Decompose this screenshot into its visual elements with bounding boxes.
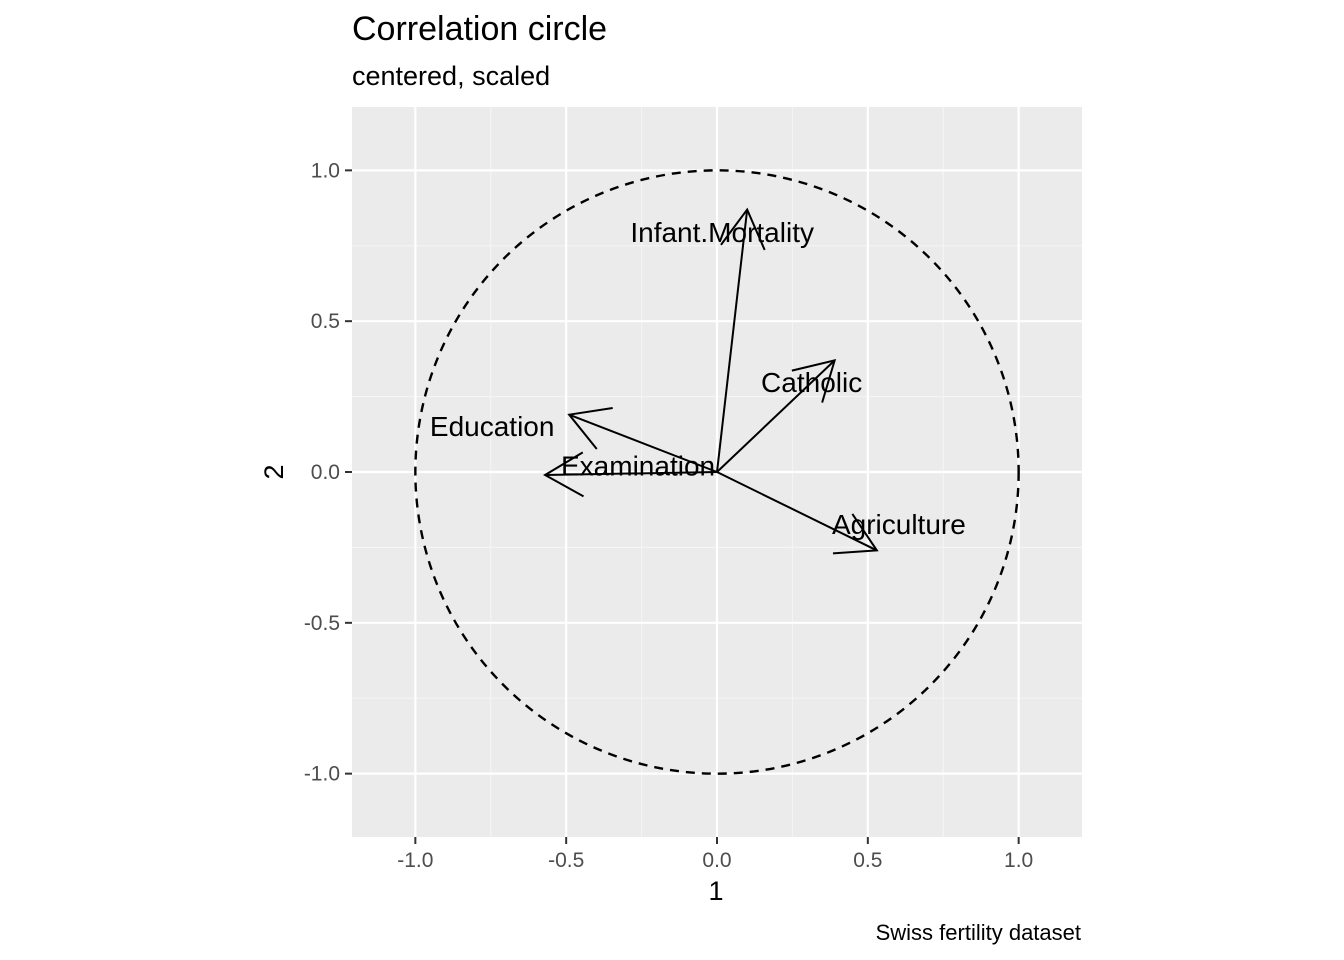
y-axis: -1.0 -0.5 0.0 0.5 1.0 [304, 159, 352, 786]
vector-examination: Examination [543, 450, 718, 498]
unit-circle [414, 169, 1020, 775]
x-tick-label: -1.0 [397, 849, 433, 872]
chart-subtitle: centered, scaled [352, 61, 550, 91]
arrowhead [832, 513, 879, 555]
vector-label: Examination [561, 450, 715, 481]
vector-label: Agriculture [832, 509, 966, 540]
vector-label: Education [430, 411, 555, 442]
vector-line [716, 359, 836, 473]
arrowhead [791, 359, 837, 403]
y-tick-label: 0.0 [311, 461, 340, 484]
arrowhead [543, 451, 585, 498]
vector-infant-mortality: Infant.Mortality [630, 207, 814, 473]
vector-line [716, 209, 749, 473]
x-tick-label: 0.0 [702, 849, 731, 872]
chart-title: Correlation circle [352, 10, 607, 48]
arrowhead [567, 406, 613, 450]
x-axis: -1.0 -0.5 0.0 0.5 1.0 [397, 837, 1033, 872]
vector-education: Education [430, 406, 718, 473]
vector-line [716, 471, 878, 552]
y-axis-title: 2 [259, 464, 289, 479]
chart-caption: Swiss fertility dataset [876, 920, 1081, 945]
y-tick-label: -1.0 [304, 763, 340, 786]
x-tick-label: 1.0 [1004, 849, 1033, 872]
y-tick-label: -0.5 [304, 612, 340, 635]
vector-catholic: Catholic [716, 359, 862, 473]
vector-agriculture: Agriculture [716, 471, 966, 555]
vector-label: Catholic [761, 367, 862, 398]
arrowhead [720, 207, 766, 251]
x-axis-title: 1 [708, 876, 723, 906]
vector-label: Infant.Mortality [630, 217, 814, 248]
vector-line [568, 413, 718, 473]
y-tick-label: 0.5 [311, 310, 340, 333]
y-tick-label: 1.0 [311, 159, 340, 182]
vector-line [545, 471, 718, 477]
x-tick-label: -0.5 [548, 849, 584, 872]
x-tick-label: 0.5 [853, 849, 882, 872]
